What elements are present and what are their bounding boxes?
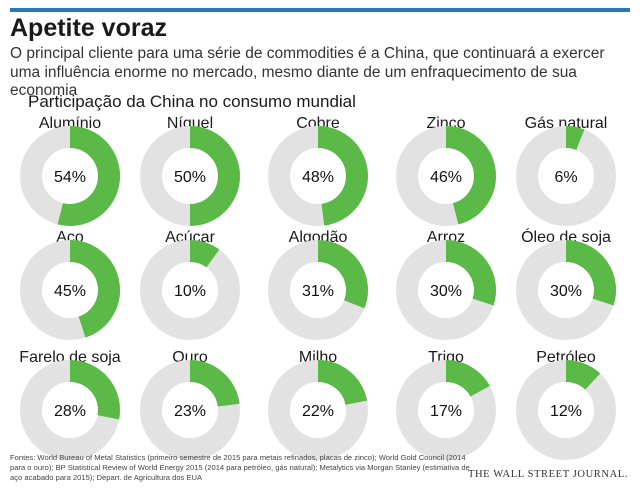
label-gas-natural: Gás natural [525,115,608,132]
donut-share-cobre [317,126,368,226]
donut-share-petroleo [565,360,601,391]
value-farelo-de-soja: 28% [54,403,86,420]
value-milho: 22% [302,403,334,420]
value-algodao: 31% [302,283,334,300]
donut-grid: Alumínio54%Níquel50%Cobre48%Zinco46%Gás … [19,115,616,460]
donut-share-gas-natural [565,126,585,151]
label-farelo-de-soja: Farelo de soja [19,349,120,366]
value-aluminio: 54% [54,169,86,186]
donut-share-niquel [189,126,240,226]
donut-share-aco [69,240,120,338]
donut-share-farelo-de-soja [69,360,120,420]
donut-share-ouro [189,360,240,408]
donut-share-algodao [317,240,368,309]
label-aluminio: Alumínio [39,115,101,132]
donut-share-acucar [189,240,220,268]
page-subtitle: O principal cliente para uma série de co… [10,45,605,99]
value-gas-natural: 6% [554,169,577,186]
brand-credit: THE WALL STREET JOURNAL. [467,469,628,480]
label-petroleo: Petróleo [536,349,596,366]
value-acucar: 10% [174,283,206,300]
donut-share-zinco [445,126,496,225]
accent-bar [10,8,630,12]
value-zinco: 46% [430,169,462,186]
donut-share-trigo [445,360,490,398]
value-ouro: 23% [174,403,206,420]
label-oleo-de-soja: Óleo de soja [521,227,611,246]
page-title: Apetite voraz [10,14,167,42]
donut-share-oleo-de-soja [565,240,616,306]
donut-share-arroz [445,240,496,306]
value-arroz: 30% [430,283,462,300]
value-petroleo: 12% [550,403,582,420]
chart-title: Participação da China no consumo mundial [28,92,356,111]
value-trigo: 17% [430,403,462,420]
value-oleo-de-soja: 30% [550,283,582,300]
donut-share-milho [317,360,368,406]
value-cobre: 48% [302,169,334,186]
label-algodao: Algodão [289,229,348,246]
value-niquel: 50% [174,169,206,186]
value-aco: 45% [54,283,86,300]
donut-share-aluminio [57,126,120,226]
sources-footnote: Fontes: World Bureau of Metal Statistics… [10,453,470,482]
